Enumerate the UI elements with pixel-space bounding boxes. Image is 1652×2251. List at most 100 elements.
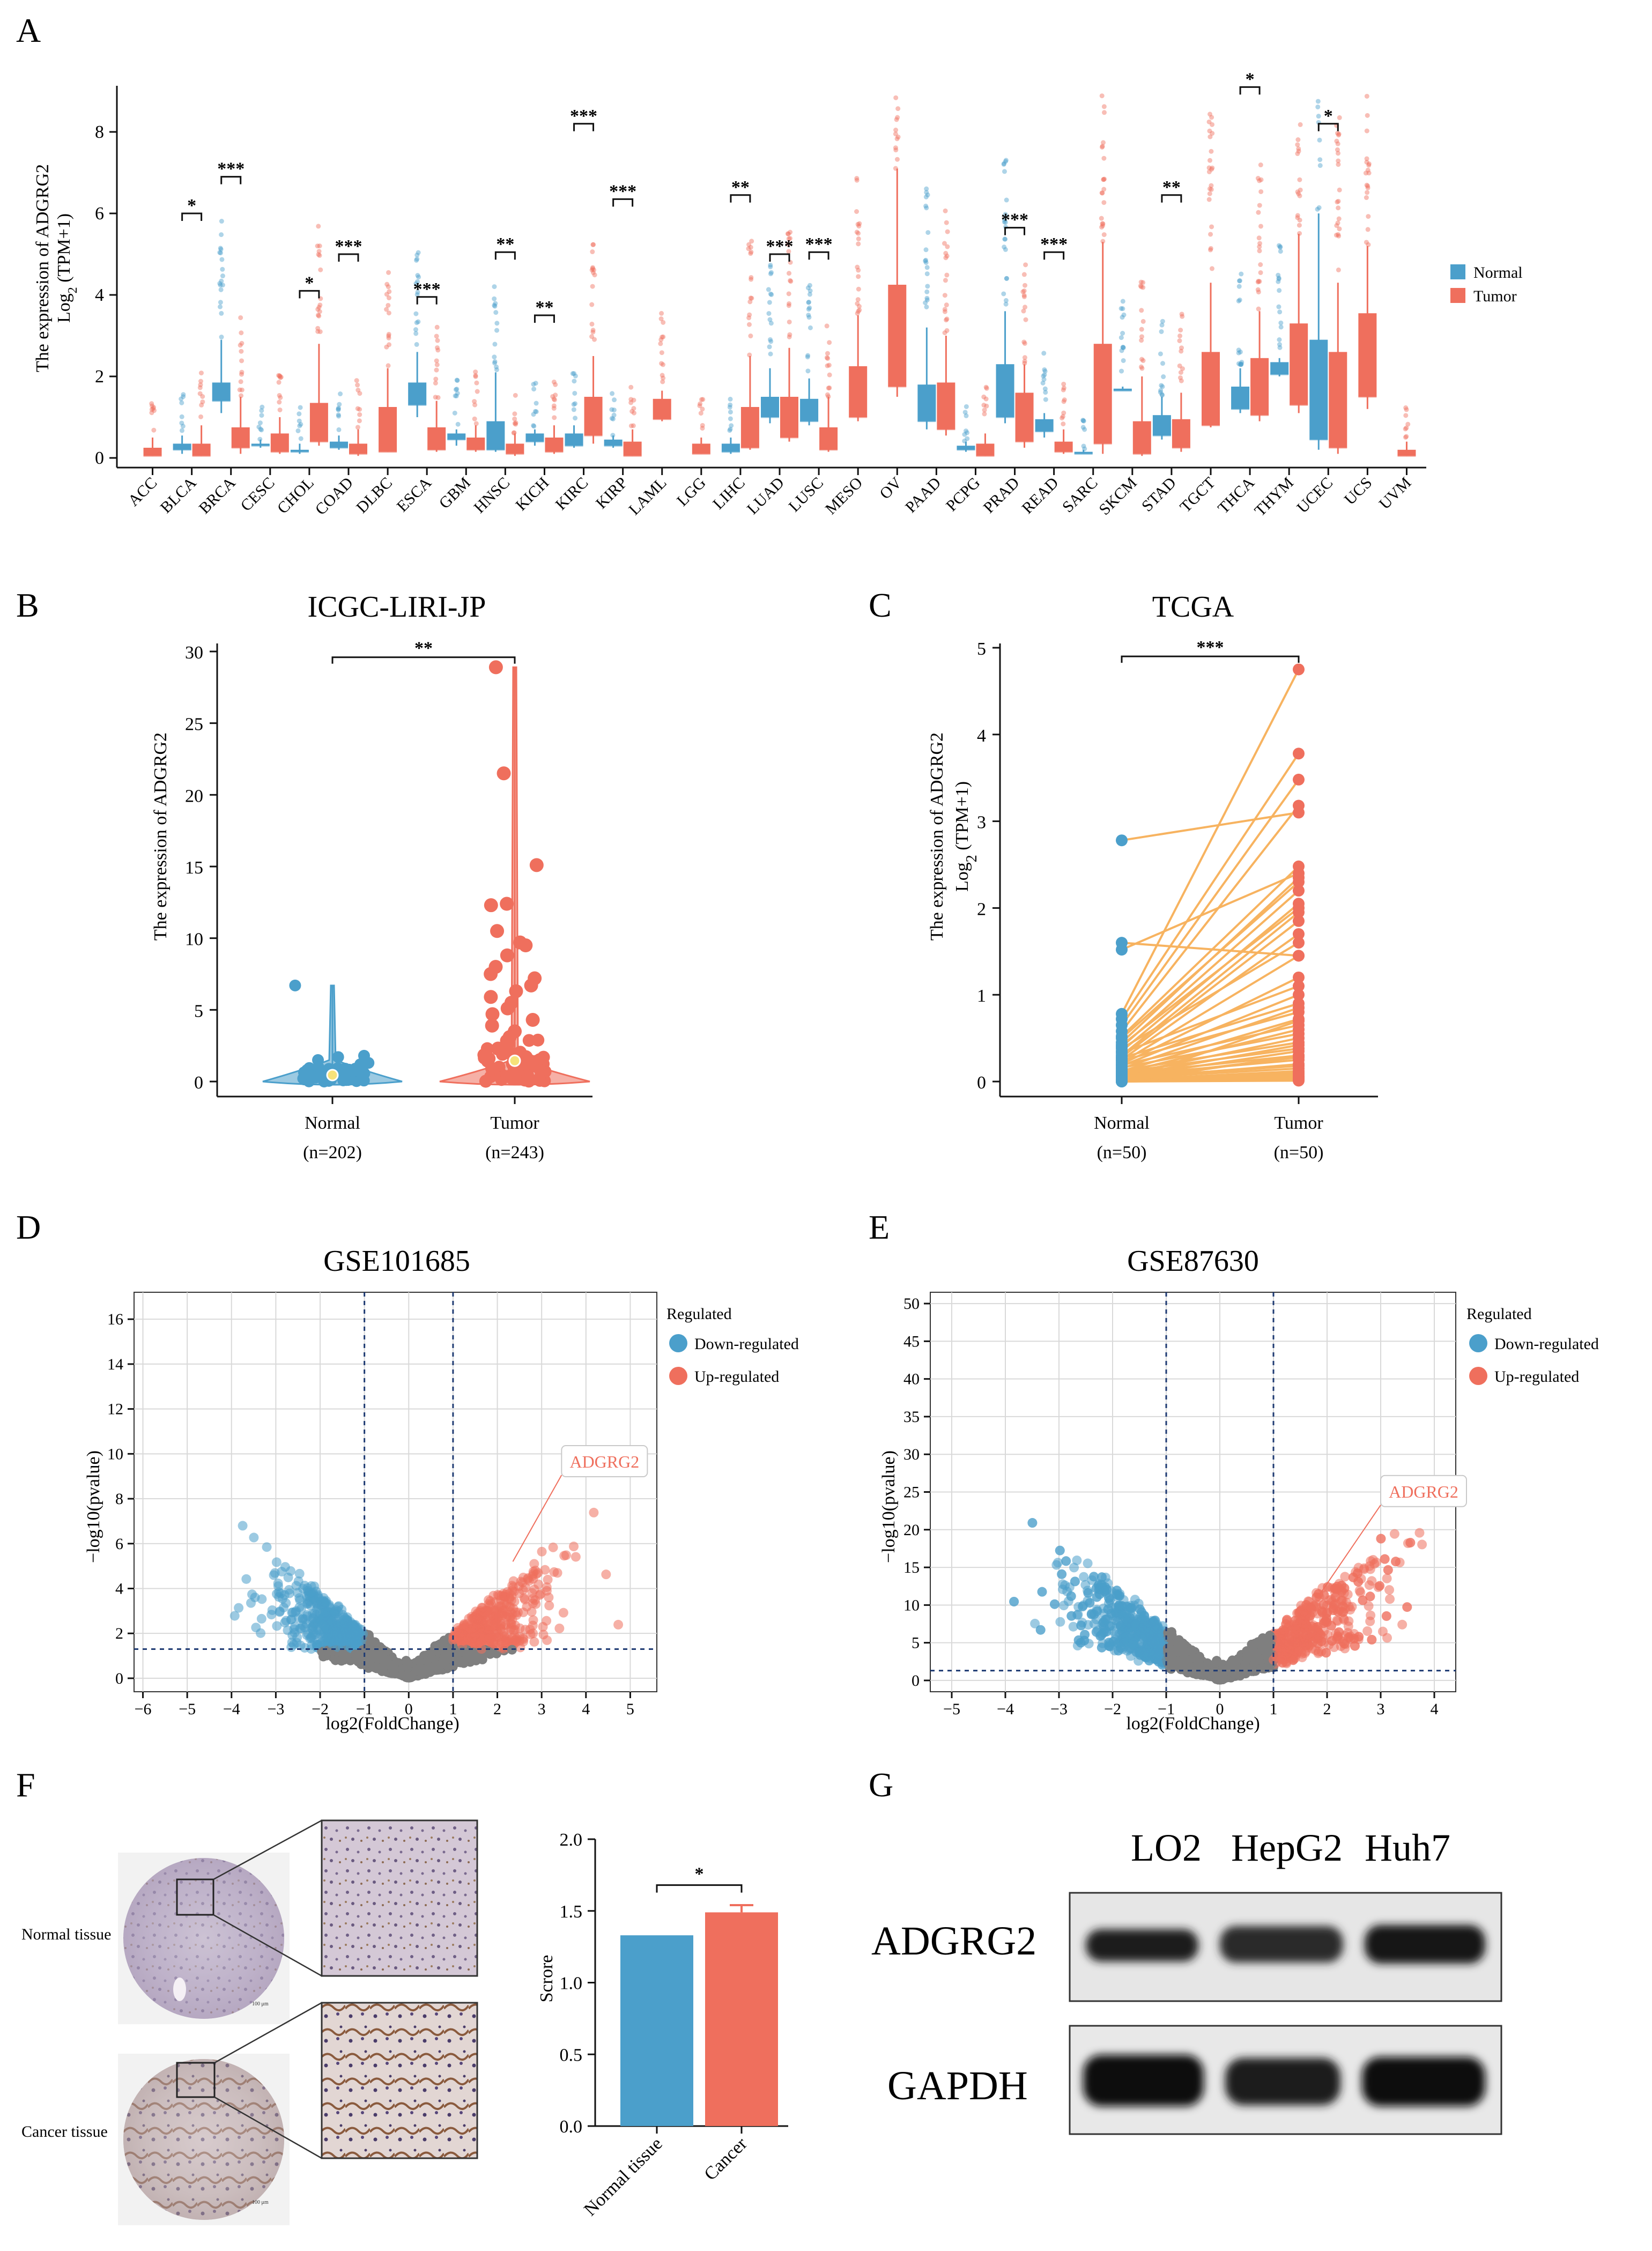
panel-e-legend-down-label: Down-regulated xyxy=(1494,1335,1599,1353)
panel-a-thca-tumor-outlier xyxy=(1256,278,1261,284)
panel-a-tgct-tumor-outlier xyxy=(1208,246,1213,251)
panel-e-xlabel: log2(FoldChange) xyxy=(1126,1714,1260,1734)
panel-a-kirc-tumor-outlier xyxy=(589,321,595,327)
panelD-point-up xyxy=(495,1601,506,1611)
panel-a-laml-tumor-outlier xyxy=(660,373,665,378)
panel-a-luad-normal-outlier xyxy=(767,317,773,322)
panel-c-ylabel-line1: The expression of ADGRG2 xyxy=(927,732,947,941)
panel-a-ucs-tumor-outlier xyxy=(1365,167,1371,173)
panel-a-brca-normal-box xyxy=(212,382,231,401)
panel-a-luad-tumor-outlier xyxy=(786,291,791,297)
panelD-point-ns xyxy=(419,1664,429,1675)
panel-a-prad-normal-outlier xyxy=(1001,161,1006,166)
panel-a-thca-normal-outlier xyxy=(1238,362,1243,367)
panel-a-lusc-tumor-outlier xyxy=(826,362,832,368)
panel-a-lihc-tumor-outlier xyxy=(748,245,753,250)
panel-a-kirc-tumor-outlier xyxy=(590,266,595,271)
panel-a-lusc-normal-outlier xyxy=(807,292,812,297)
panel-a-sarc-tumor-outlier xyxy=(1100,223,1106,228)
panel-a-read-tumor-outlier xyxy=(1062,397,1067,403)
panel-a-stad-tumor-box xyxy=(1172,419,1190,448)
panel-a-sig-bracket xyxy=(730,194,751,203)
panelD-point-ns xyxy=(449,1658,460,1669)
panel-a-thym-normal-outlier xyxy=(1278,324,1284,330)
panelD-point-down xyxy=(354,1635,364,1646)
panel-a-stad-tumor-outlier xyxy=(1179,349,1184,354)
panel-a-ucs-tumor-outlier xyxy=(1364,195,1369,201)
panel-a-ov-tumor-outlier xyxy=(894,117,899,122)
panelD-point-up xyxy=(450,1632,460,1642)
panel-a-paad-normal-outlier xyxy=(923,300,928,306)
panel-b-sig-bracket xyxy=(331,656,516,664)
panel-a-thym-tumor-outlier xyxy=(1296,149,1301,154)
panel-a-luad-normal-box xyxy=(761,397,779,417)
panel-c-normal-point xyxy=(1116,944,1128,956)
panel-a-hnsc-normal-outlier xyxy=(492,359,498,364)
panel-a-ucs-tumor-outlier xyxy=(1364,156,1369,161)
panel-a-chol-tumor-outlier xyxy=(315,325,321,331)
panelD-point-up xyxy=(542,1616,552,1626)
panel-a-kirc-tumor-outlier xyxy=(590,329,596,335)
panel-a-blca-tumor-outlier xyxy=(197,385,203,390)
panelD-point-down xyxy=(247,1589,257,1600)
panel-c-xtick-label: Normal xyxy=(1094,1113,1150,1133)
panel-a-brca-tumor-outlier xyxy=(237,387,242,393)
panel-a-hnsc-tumor-outlier xyxy=(512,411,517,417)
panel-a-lusc-tumor-outlier xyxy=(826,386,831,391)
panelD-ytick-label: 4 xyxy=(115,1580,123,1597)
panel-a-prad-normal-outlier xyxy=(1002,245,1007,250)
panel-a-cesc-tumor-outlier xyxy=(278,395,283,400)
panel-a-thca-tumor-outlier xyxy=(1257,279,1262,284)
panel-a-chol-tumor-outlier xyxy=(317,329,323,335)
panel-a-cesc-tumor-outlier xyxy=(276,373,281,378)
panelD-point-up xyxy=(477,1644,487,1654)
panelE-xtick-label: −1 xyxy=(1158,1700,1175,1718)
panel-a-ucec-tumor-outlier xyxy=(1335,141,1340,146)
panel-a-acc-tumor-outlier xyxy=(150,403,155,409)
panel-c-pair-line xyxy=(1121,1011,1299,1062)
panel-a-xtick-label: UVM xyxy=(1376,474,1415,513)
panelE-ytick-label: 45 xyxy=(903,1332,920,1350)
panel-a-sig-label: * xyxy=(1246,69,1255,89)
panel-c-normal-point xyxy=(1116,834,1128,847)
panel-a-hnsc-normal-outlier xyxy=(492,354,497,360)
panel-a-stad-normal-outlier xyxy=(1160,319,1165,324)
panel-a-ucs-tumor-outlier xyxy=(1364,159,1369,165)
panelD-point-up xyxy=(529,1637,539,1647)
panel-a-thca-tumor-outlier xyxy=(1255,287,1261,292)
panel-a-kich-tumor-outlier xyxy=(552,397,557,403)
panel-a-paad-tumor-outlier xyxy=(943,208,948,213)
panel-a-cesc-normal-outlier xyxy=(259,427,264,433)
panel-a-skcm-tumor-outlier xyxy=(1138,364,1144,369)
panel-a-paad-normal-outlier xyxy=(925,284,930,289)
panel-a-thym-normal-outlier xyxy=(1277,309,1283,315)
panel-a-laml-tumor-outlier xyxy=(659,310,664,316)
panel-a-chol-tumor-outlier xyxy=(317,309,322,314)
panel-a-xtick-label: CESC xyxy=(237,474,278,515)
panel-a-kich-tumor-outlier xyxy=(551,406,557,411)
panel-a-gbm-tumor-outlier xyxy=(473,421,479,426)
panelE-ytick-label: 50 xyxy=(903,1295,920,1313)
panel-a-ov-tumor-outlier xyxy=(893,147,899,153)
panel-a-ucs-tumor-outlier xyxy=(1366,242,1371,247)
panel-a-esca-normal-outlier xyxy=(413,281,419,286)
panel-a-thca-normal-outlier xyxy=(1236,350,1241,356)
panel-a-thca-tumor-outlier xyxy=(1258,270,1263,275)
panel-c-ytick-label: 4 xyxy=(977,726,986,746)
panel-b-tumor-point xyxy=(509,984,523,998)
panel-a-kich-tumor-outlier xyxy=(553,393,558,398)
panel-a-dlbc-tumor-outlier xyxy=(386,295,391,301)
panel-a-brca-normal-outlier xyxy=(218,304,223,309)
panel-a-lihc-tumor-box xyxy=(740,407,759,448)
panel-a-thym-normal-outlier xyxy=(1276,275,1281,280)
panel-a-meso-tumor-outlier xyxy=(854,177,860,183)
panel-a-cesc-tumor-outlier xyxy=(278,375,283,380)
panel-a-pcpg-normal-outlier xyxy=(964,428,969,434)
panel-c-tumor-point xyxy=(1293,747,1305,760)
panel-a-brca-normal-outlier xyxy=(220,283,225,288)
panel-a-gbm-tumor-outlier xyxy=(472,402,478,408)
panelD-point-ns xyxy=(365,1657,375,1668)
panel-e-volcano: GSE87630 −log10(pvalue) log2(FoldChange)… xyxy=(879,1245,1599,1734)
panel-a-luad-tumor-outlier xyxy=(788,279,794,284)
panel-a-esca-normal-outlier xyxy=(414,256,420,262)
